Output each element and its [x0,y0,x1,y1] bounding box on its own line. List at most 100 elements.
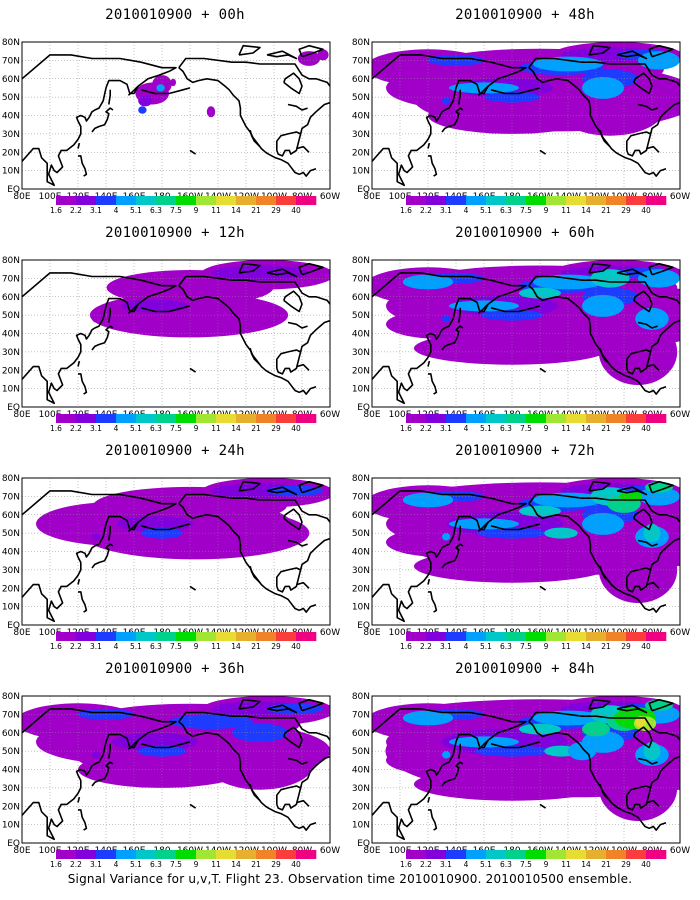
latitude-label: 60N [2,75,20,85]
colorbar-swatch [606,196,627,205]
variance-contour [206,106,216,118]
map-gridlines [22,478,330,625]
colorbar-swatch [216,632,237,641]
coastline-gulf [275,131,302,157]
coastline-baja [249,784,261,802]
variance-map: 80N70N60N50N40N30N20N10NEQ80E100E120E140… [2,474,340,651]
colorbar: 1.6 2.2 3.1 4 5.1 6.3 7.5 9 11 14 21 29 40 [400,850,667,869]
coastline-hawaii [189,149,197,155]
latitude-label: 40N [2,548,20,558]
longitude-label: 60W [320,192,340,202]
colorbar-label: 40 [641,860,651,869]
variance-contour [122,299,188,313]
latitude-label: 10N [352,603,370,613]
coastlines [22,262,330,405]
colorbar-swatch [116,632,137,641]
latitude-label: 80N [2,692,20,702]
longitude-label: 60W [670,628,690,638]
variance-contour [414,767,610,801]
coastline-kamchatka [127,303,139,314]
latitude-label: 40N [2,112,20,122]
colorbar-swatch [176,632,197,641]
coastline-hawaii [539,149,547,155]
coastlines [372,480,680,623]
colorbar-swatch [506,632,527,641]
colorbar-swatch [626,414,647,423]
colorbar-label: 7.5 [170,642,182,651]
colorbar-swatch [136,414,157,423]
coastline-taiwan [77,796,81,803]
latitude-label: 40N [2,766,20,776]
coastline-hawaii [539,803,547,809]
colorbar-swatch [176,414,197,423]
latitude-label: 30N [2,130,20,140]
colorbar-swatch [236,850,257,859]
variance-contour [92,315,101,323]
colorbar-swatch [256,414,277,423]
colorbar-swatch [276,850,297,859]
coastline-japan [441,543,464,569]
colorbar-label: 9 [194,424,199,433]
colorbar-label: 6.3 [500,860,512,869]
coastline-greatlakes [637,103,658,111]
coastline-cuba [646,799,660,807]
colorbar-swatch [116,850,137,859]
latitude-label: 30N [2,784,20,794]
colorbar-swatch [586,414,607,423]
latitude-label: 60N [352,511,370,521]
latitude-label: 70N [2,492,20,502]
latitude-label: 80N [2,38,20,48]
coastline-eurasia [22,490,177,623]
colorbar-label: 2.2 [70,206,82,215]
colorbar-swatch [526,196,547,205]
variance-contour [481,309,543,321]
coastline-greatlakes [287,321,308,329]
coastline-aleutian [490,305,541,313]
variance-contour [638,51,680,70]
longitude-label: 80E [13,846,30,856]
latitude-label: EQ [7,403,20,413]
colorbar-label: 3.1 [90,642,102,651]
coastline-taiwan [77,142,81,149]
coastline-northamerica [528,493,680,523]
colorbar-label: 40 [291,642,301,651]
map-frame [371,259,681,408]
colorbar-swatch [506,414,527,423]
latitude-label: 10N [2,167,20,177]
colorbar-label: 40 [291,860,301,869]
coastline-kamchatka [127,739,139,750]
longitude-label: 80E [13,410,30,420]
map-panel-p72: 2010010900 + 72h 80N 70N 60N 50N 40N 30N 20N 10N… [350,436,700,658]
colorbar-swatch [76,414,97,423]
map-frame [21,41,331,190]
colorbar-swatch [196,196,217,205]
latitude-label: 30N [2,566,20,576]
coastline-cuba [296,145,310,153]
coastline-aleutian [140,523,191,531]
colorbar-label: 14 [231,206,241,215]
coastline-aleutian [140,741,191,749]
latitude-label: 40N [352,112,370,122]
coastline-japan [441,761,464,787]
variance-map: 80N70N60N50N40N30N20N10NEQ80E100E120E140… [2,692,340,869]
longitude-label: 80E [13,192,30,202]
longitude-label: 60W [320,410,340,420]
map-frame [371,41,681,190]
coastline-eurasia [372,490,527,623]
colorbar-label: 21 [601,206,611,215]
colorbar-swatch [426,850,447,859]
colorbar-label: 9 [544,642,549,651]
variance-map: 80N70N60N50N40N30N20N10NEQ80E100E120E140… [352,692,690,869]
variance-contour [442,533,451,541]
colorbar-label: 11 [211,206,221,215]
colorbar-swatch [276,632,297,641]
coastline-eastcoast [649,755,680,789]
latitude-label: 70N [352,710,370,720]
map-frame [371,477,681,626]
colorbar-label: 7.5 [170,206,182,215]
colorbar-swatch [626,196,647,205]
colorbar-swatch [446,850,467,859]
coastline-islands2 [648,698,674,712]
longitude-label: 80E [13,628,30,638]
latitude-label: 40N [352,548,370,558]
